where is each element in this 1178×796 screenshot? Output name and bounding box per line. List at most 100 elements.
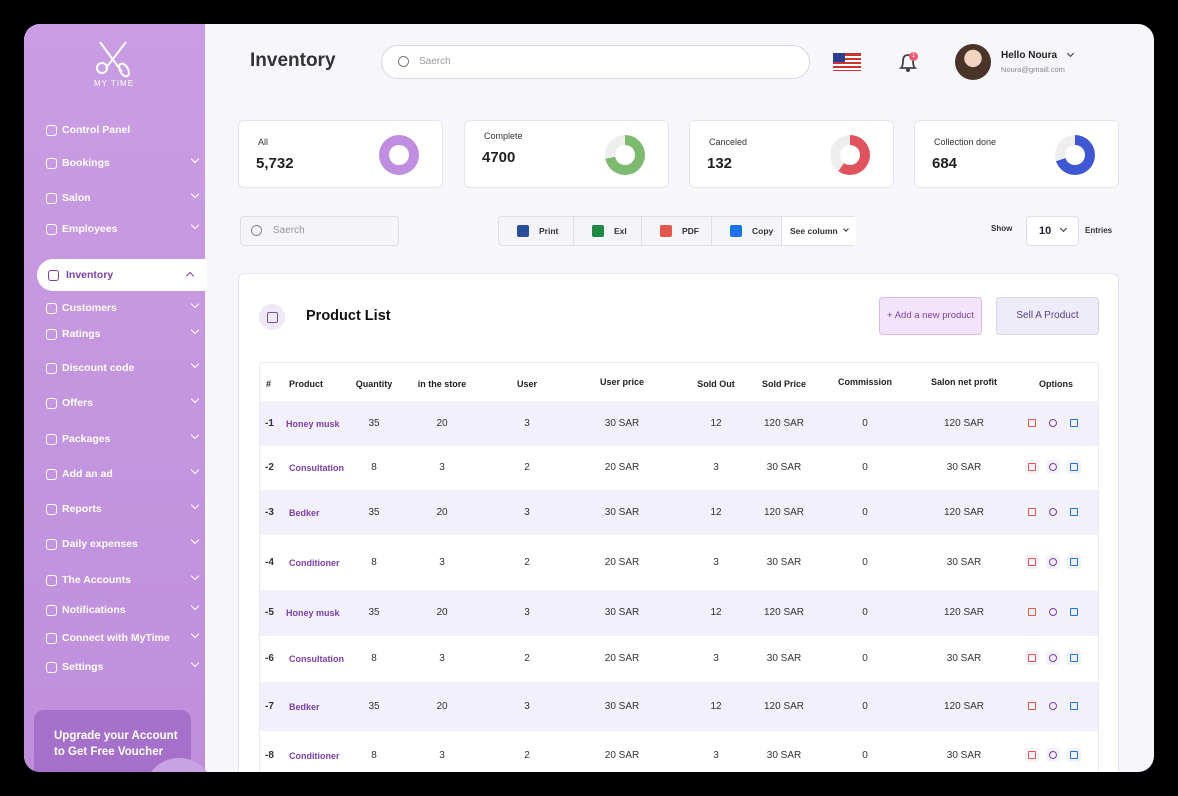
product-link[interactable]: Honey musk [286,418,340,429]
menu-label: Settings [62,661,104,673]
toolbar-button[interactable]: Copy [711,217,782,245]
menu-item[interactable]: Customers [42,298,202,320]
menu-item[interactable]: Control Panel [42,120,202,142]
column-header: Product [289,379,324,389]
product-link[interactable]: Bedker [289,701,320,712]
toolbar-button[interactable]: Print [499,217,573,245]
upgrade-card[interactable]: Upgrade your Account to Get Free Voucher [34,710,214,772]
cell: 120 SAR [943,607,985,618]
sell-product-button[interactable]: Sell A Product [996,297,1099,335]
cell: 12 [710,417,722,429]
edit-button[interactable] [1067,415,1081,430]
cell: 35 [368,506,380,518]
add-product-button[interactable]: + Add a new product [879,297,982,335]
menu-item[interactable]: Reports [42,499,202,521]
stat-value: 132 [707,155,733,172]
toolbar-button[interactable]: Exl [573,217,642,245]
menu-item[interactable]: Ratings [42,324,202,346]
search[interactable]: Saerch [381,45,810,79]
option-icon [1028,751,1036,759]
bell-icon[interactable] [897,52,919,74]
delete-button[interactable] [1025,748,1039,762]
chevron [190,500,200,510]
chevron [190,154,200,164]
table-search[interactable]: Saerch [240,216,399,246]
menu-item[interactable]: Settings [42,657,202,679]
product-link[interactable]: Honey musk [286,608,340,618]
entries-select[interactable]: 10 [1026,216,1079,246]
menu-item[interactable]: Salon [42,188,202,210]
menu-label: Control Panel [62,124,131,136]
chevron [190,325,200,335]
menu-item[interactable]: Connect with MyTime [42,628,202,650]
delete-button[interactable] [1025,415,1039,430]
edit-button[interactable] [1067,605,1081,619]
cell: 30 SAR [604,607,640,618]
delete-button[interactable] [1025,460,1039,474]
menu-item[interactable]: Add an ad [42,464,202,486]
delete-button[interactable] [1025,554,1039,569]
product-link[interactable]: Conditioner [289,751,340,761]
flag[interactable] [833,53,861,71]
greeting[interactable]: Hello Noura [1001,50,1058,61]
column-header: Salon net profit [931,377,997,387]
delete-button[interactable] [1025,605,1039,619]
delete-button[interactable] [1025,651,1039,665]
menu-item[interactable]: Discount code [42,358,202,380]
stat-value: 5,732 [256,155,294,172]
product-link[interactable]: Bedker [289,507,320,518]
cell: 30 SAR [766,556,802,568]
edit-button[interactable] [1067,504,1081,519]
column-header: in the store [417,379,467,389]
stat-card: Collection done 684 [914,120,1119,188]
view-button[interactable] [1046,504,1060,519]
view-button[interactable] [1046,415,1060,430]
view-button[interactable] [1046,554,1060,569]
menu-item[interactable]: The Accounts [42,570,202,592]
avatar[interactable] [955,44,991,80]
view-button[interactable] [1046,748,1060,762]
edit-button[interactable] [1067,748,1081,762]
edit-button[interactable] [1067,460,1081,474]
column-header: User price [599,377,645,387]
search-placeholder: Saerch [419,56,451,67]
option-icon [1028,608,1036,616]
chevron [190,571,200,581]
chevron [190,601,200,611]
stat-card: All 5,732 [238,120,443,188]
table-row: -5 Honey musk 35 20 3 30 SAR 12 120 SAR 0 120 SAR [260,590,1098,636]
menu-item[interactable]: Employees [42,219,202,241]
product-link[interactable]: Consultation [289,463,344,473]
chevron [190,658,200,668]
column-header: Sold Out [697,379,735,389]
chevron [185,271,195,281]
menu-item[interactable]: Inventory [37,259,207,291]
view-button[interactable] [1046,605,1060,619]
menu-item[interactable]: Notifications [42,600,202,622]
menu-item[interactable]: Packages [42,429,202,451]
cell: -7 [265,700,274,712]
edit-button[interactable] [1067,651,1081,665]
menu-item[interactable]: Offers [42,393,202,415]
view-button[interactable] [1046,651,1060,665]
view-button[interactable] [1046,698,1060,713]
view-button[interactable] [1046,460,1060,474]
cell: 3 [524,417,530,429]
badge: 1 [909,52,918,61]
toolbar-button[interactable]: See column [781,217,856,245]
menu-item[interactable]: Bookings [42,153,202,175]
product-link[interactable]: Consultation [289,654,344,664]
edit-button[interactable] [1067,554,1081,569]
menu-icon [46,605,57,616]
cell: 12 [710,607,722,618]
delete-button[interactable] [1025,698,1039,713]
cell: 2 [524,556,530,568]
menu-label: Salon [62,192,91,204]
menu-item[interactable]: Daily expenses [42,534,202,556]
edit-button[interactable] [1067,698,1081,713]
cell: 20 SAR [604,750,640,761]
product-link[interactable]: Conditioner [289,557,340,568]
cell: 20 [436,607,448,618]
delete-button[interactable] [1025,504,1039,519]
toolbar-button[interactable]: PDF [641,217,712,245]
